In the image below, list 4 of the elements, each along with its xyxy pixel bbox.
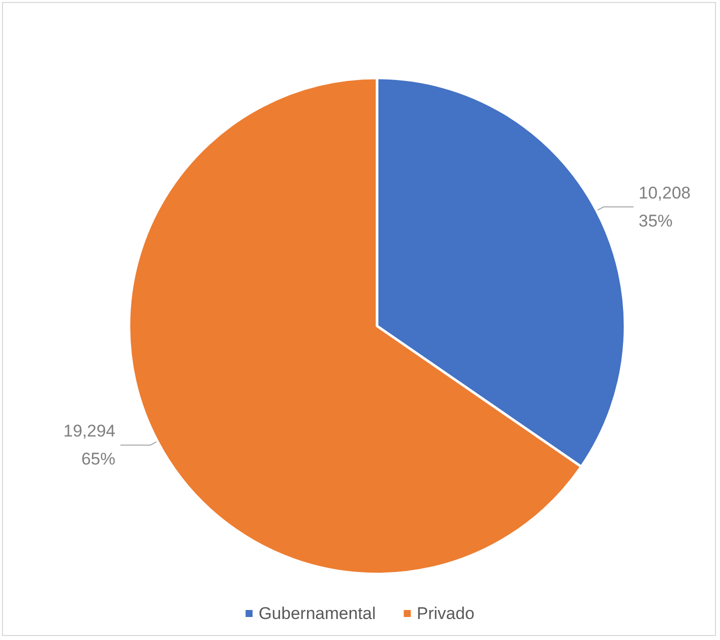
data-label: 10,208 35% bbox=[638, 183, 691, 230]
legend-label: Privado bbox=[416, 604, 474, 623]
legend-label: Gubernamental bbox=[258, 604, 376, 623]
data-label: 19,294 65% bbox=[63, 422, 116, 469]
